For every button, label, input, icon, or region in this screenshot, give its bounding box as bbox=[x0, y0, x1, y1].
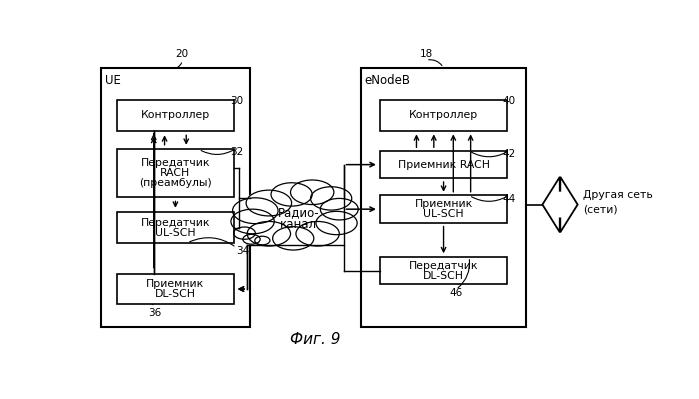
FancyBboxPatch shape bbox=[117, 212, 233, 243]
Polygon shape bbox=[542, 177, 577, 232]
Circle shape bbox=[271, 183, 312, 206]
Text: Приемник: Приемник bbox=[146, 279, 205, 289]
FancyBboxPatch shape bbox=[361, 68, 526, 328]
Text: 32: 32 bbox=[230, 147, 243, 157]
Text: Контроллер: Контроллер bbox=[140, 111, 210, 120]
Text: RACH: RACH bbox=[160, 168, 191, 178]
FancyBboxPatch shape bbox=[380, 151, 507, 178]
Text: Передатчик: Передатчик bbox=[140, 218, 210, 228]
Circle shape bbox=[310, 187, 352, 210]
FancyBboxPatch shape bbox=[117, 149, 233, 197]
Text: Передатчик: Передатчик bbox=[409, 261, 478, 271]
Text: DL-SCH: DL-SCH bbox=[423, 271, 464, 280]
Text: 34: 34 bbox=[236, 246, 250, 256]
Text: 30: 30 bbox=[230, 95, 243, 105]
FancyBboxPatch shape bbox=[117, 100, 233, 131]
Circle shape bbox=[316, 211, 357, 235]
Text: UL-SCH: UL-SCH bbox=[424, 209, 464, 219]
Circle shape bbox=[291, 180, 334, 205]
Text: Передатчик: Передатчик bbox=[140, 158, 210, 168]
Circle shape bbox=[247, 221, 291, 246]
Text: 44: 44 bbox=[502, 194, 515, 204]
Circle shape bbox=[231, 209, 274, 234]
Text: eNodeB: eNodeB bbox=[365, 74, 411, 87]
FancyBboxPatch shape bbox=[380, 257, 507, 284]
Text: Контроллер: Контроллер bbox=[409, 111, 478, 120]
Text: UL-SCH: UL-SCH bbox=[155, 227, 196, 237]
Text: Другая сеть: Другая сеть bbox=[583, 190, 653, 200]
Circle shape bbox=[320, 198, 359, 220]
Text: 42: 42 bbox=[502, 149, 515, 159]
Circle shape bbox=[233, 227, 255, 239]
Text: Фиг. 9: Фиг. 9 bbox=[289, 332, 340, 348]
Circle shape bbox=[254, 236, 270, 245]
Text: UE: UE bbox=[105, 74, 121, 87]
Circle shape bbox=[296, 221, 339, 246]
FancyBboxPatch shape bbox=[117, 274, 233, 304]
Circle shape bbox=[233, 198, 278, 223]
Text: (сети): (сети) bbox=[583, 204, 618, 214]
Text: Приемник RACH: Приемник RACH bbox=[398, 160, 489, 170]
Text: Радио-: Радио- bbox=[278, 206, 319, 219]
Text: Приемник: Приемник bbox=[415, 199, 473, 209]
Text: 18: 18 bbox=[419, 49, 433, 59]
FancyBboxPatch shape bbox=[380, 100, 507, 131]
Text: 46: 46 bbox=[449, 288, 462, 298]
Text: 20: 20 bbox=[175, 49, 189, 59]
Text: 36: 36 bbox=[148, 308, 161, 318]
Text: 40: 40 bbox=[503, 95, 515, 105]
Text: канал: канал bbox=[280, 218, 317, 231]
FancyBboxPatch shape bbox=[380, 196, 507, 223]
FancyBboxPatch shape bbox=[101, 68, 250, 328]
Text: (преамбулы): (преамбулы) bbox=[139, 178, 212, 188]
Text: DL-SCH: DL-SCH bbox=[155, 289, 196, 299]
Circle shape bbox=[243, 234, 260, 244]
Circle shape bbox=[273, 227, 314, 250]
Circle shape bbox=[246, 190, 291, 216]
